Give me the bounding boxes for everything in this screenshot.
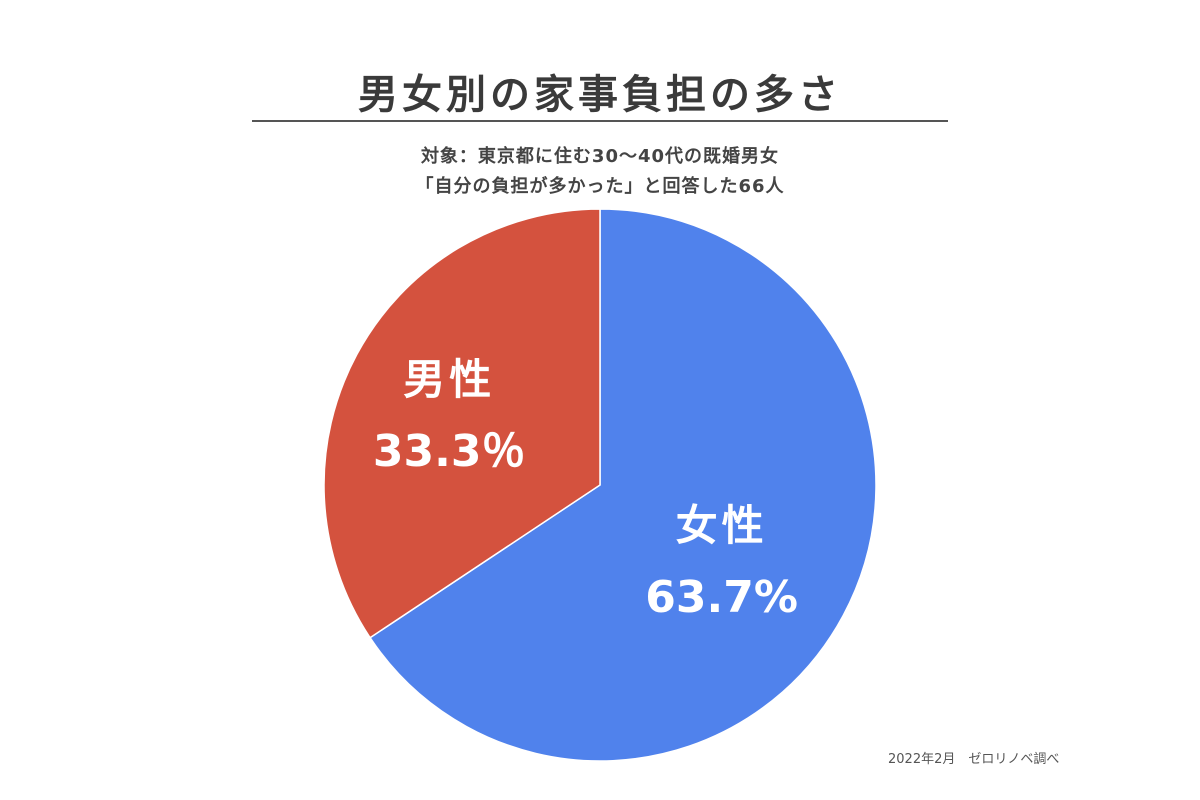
chart-subtitle-line-2: 「自分の負担が多かった」と回答した66人 [415, 176, 785, 197]
chart-title: 男女別の家事負担の多さ [358, 72, 842, 118]
slice-value-male: 33.3％ [373, 426, 526, 477]
pie-slice-male [323, 208, 601, 639]
slice-value-female: 63.7% [645, 572, 798, 623]
source-note: 2022年2月 ゼロリノベ調べ [888, 752, 1060, 767]
title-divider [252, 120, 948, 122]
chart-subtitle-line-1: 対象：東京都に住む30～40代の既婚男女 [420, 146, 780, 167]
pie-slice-female [369, 208, 877, 762]
slice-label-female: 女性 [676, 501, 768, 550]
slice-label-male: 男性 [403, 355, 495, 404]
